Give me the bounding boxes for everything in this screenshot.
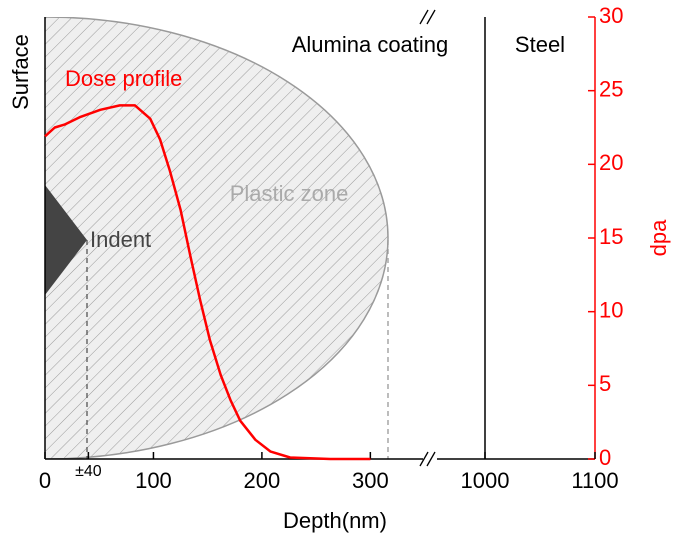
x-tick-label: 200	[244, 468, 281, 493]
axis-break	[419, 9, 437, 469]
annotation: Alumina coating	[292, 32, 449, 57]
annotation: Surface	[8, 34, 33, 110]
y2-axis-label: dpa	[646, 219, 671, 256]
annotation: Plastic zone	[230, 181, 349, 206]
x-tick-label: 1100	[571, 468, 618, 493]
annotation: Steel	[515, 32, 565, 57]
x-tick-label: 100	[135, 468, 172, 493]
x-tick-label: 1000	[461, 468, 510, 493]
x-axis-label: Depth(nm)	[283, 508, 387, 533]
y2-tick-label: 20	[599, 150, 623, 175]
indent-shape	[45, 185, 87, 295]
series-label: Dose profile	[65, 66, 182, 91]
x-tick-label: 300	[352, 468, 389, 493]
x-tick-label: ±40	[75, 463, 102, 480]
x-tick-label: 0	[39, 468, 51, 493]
y2-tick-label: 25	[599, 76, 623, 101]
dose-line	[44, 104, 371, 461]
annotation: Indent	[90, 227, 151, 252]
y2-tick-label: 30	[599, 3, 623, 28]
plastic-zone-shape	[45, 17, 389, 459]
y2-tick-label: 5	[599, 371, 611, 396]
y2-tick-label: 15	[599, 224, 623, 249]
y2-tick-label: 10	[599, 297, 623, 322]
y2-tick-label: 0	[599, 445, 611, 470]
